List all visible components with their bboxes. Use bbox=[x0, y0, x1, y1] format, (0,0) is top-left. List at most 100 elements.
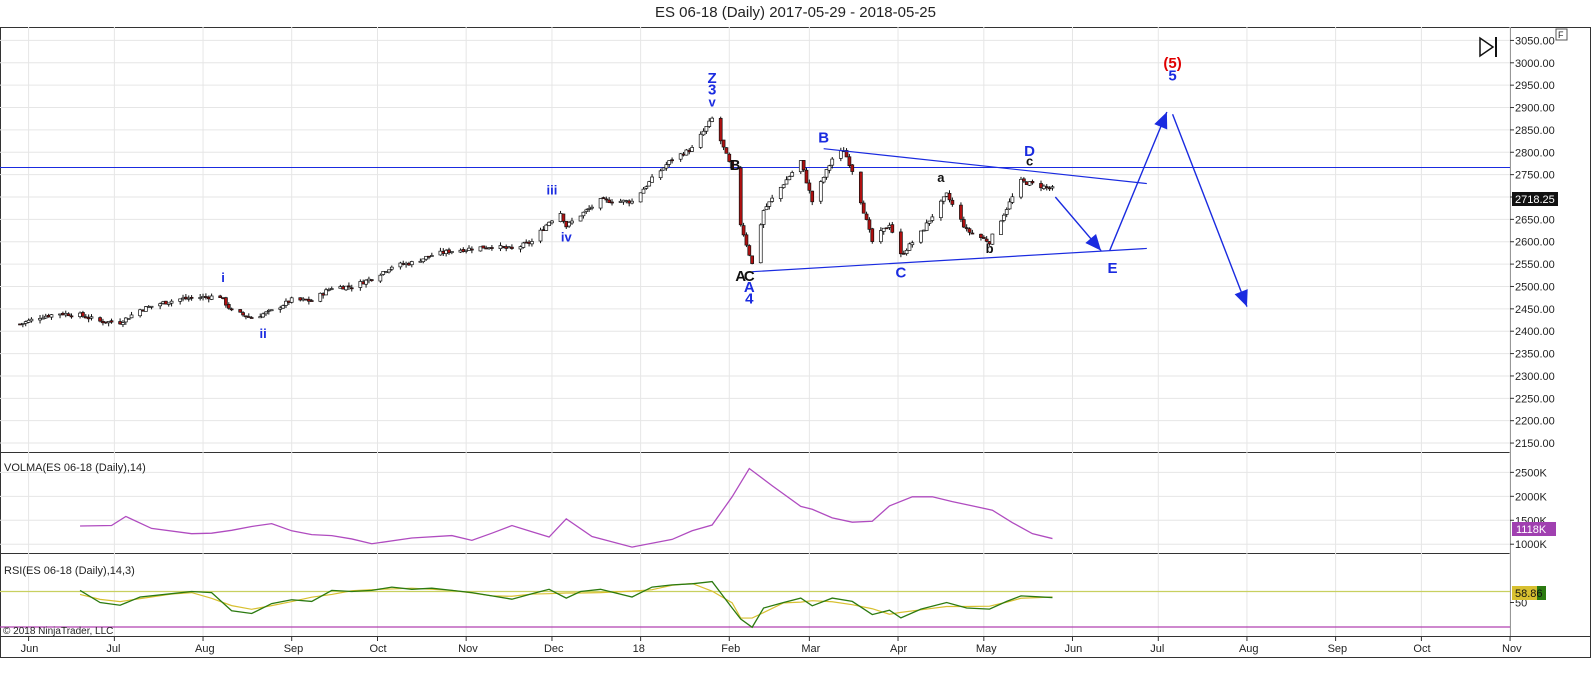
candle-body bbox=[738, 167, 743, 226]
x-tick-label: Nov bbox=[1502, 643, 1522, 655]
candle-body bbox=[584, 209, 589, 212]
candle-body bbox=[767, 201, 772, 207]
candle-body bbox=[644, 186, 649, 189]
projection-arrow-line bbox=[1109, 111, 1168, 251]
candle-body bbox=[344, 285, 348, 291]
candle-body bbox=[109, 320, 114, 323]
candle-body bbox=[358, 281, 363, 288]
candle-body bbox=[289, 297, 294, 303]
candle-body bbox=[281, 305, 285, 309]
candle-body bbox=[510, 246, 514, 249]
x-tick-label: Aug bbox=[195, 643, 215, 655]
candle-body bbox=[950, 199, 955, 205]
candle-body bbox=[607, 199, 612, 203]
candle-body bbox=[1030, 181, 1035, 184]
candle-body bbox=[870, 228, 875, 242]
candle-body bbox=[704, 126, 709, 132]
candle-body bbox=[490, 247, 494, 249]
candle-body bbox=[409, 261, 414, 266]
candle-body bbox=[690, 147, 694, 152]
x-tick-label: Sep bbox=[1328, 643, 1348, 655]
candle-body bbox=[598, 198, 603, 209]
volma-tag: 1118K bbox=[1512, 522, 1556, 536]
candle-body bbox=[604, 198, 609, 201]
candle-body bbox=[919, 230, 923, 243]
rsi-tick-label: 50 bbox=[1515, 598, 1527, 610]
candle-body bbox=[979, 233, 983, 238]
candle-body bbox=[261, 313, 265, 318]
candle-body bbox=[246, 316, 251, 318]
candle-body bbox=[224, 297, 228, 306]
corner-flag-box[interactable]: F bbox=[1555, 28, 1568, 41]
x-tick-label: Nov bbox=[458, 643, 478, 655]
x-tick-label: Jun bbox=[1064, 643, 1082, 655]
candle-body bbox=[830, 158, 835, 166]
candle-body bbox=[98, 317, 102, 322]
y-tick-label: 2650.00 bbox=[1515, 214, 1555, 226]
candle-body bbox=[329, 288, 334, 290]
candle-body bbox=[698, 133, 703, 148]
candle-body bbox=[904, 249, 909, 254]
candle-body bbox=[818, 181, 823, 202]
candle-body bbox=[844, 150, 849, 158]
candle-body bbox=[327, 289, 331, 291]
candle-body bbox=[678, 153, 683, 160]
candle-body bbox=[538, 229, 543, 242]
rsi-signal-line bbox=[79, 582, 1053, 619]
candle-body bbox=[847, 156, 852, 167]
candle-body bbox=[658, 170, 663, 179]
candle-body bbox=[758, 224, 763, 264]
candle-body bbox=[238, 309, 243, 313]
wave-label: C bbox=[895, 265, 906, 282]
candle-body bbox=[721, 139, 726, 148]
candle-body bbox=[209, 295, 214, 300]
candle-body bbox=[578, 215, 583, 222]
x-tick-label: Feb bbox=[721, 643, 740, 655]
candle-body bbox=[364, 279, 368, 285]
candle-body bbox=[264, 311, 268, 315]
candle-body bbox=[470, 248, 474, 251]
candle-body bbox=[189, 297, 194, 299]
candle-body bbox=[587, 208, 591, 210]
candle-body bbox=[804, 169, 809, 184]
x-tick-label: Aug bbox=[1239, 643, 1259, 655]
skip-to-end-icon[interactable] bbox=[1479, 36, 1497, 58]
candle-body bbox=[324, 289, 328, 296]
grid bbox=[0, 27, 1511, 636]
candle-body bbox=[1050, 186, 1055, 189]
wave-label: ii bbox=[259, 326, 266, 341]
candle-body bbox=[821, 177, 826, 183]
candle-body bbox=[450, 251, 454, 253]
y-tick-label: 3050.00 bbox=[1515, 35, 1555, 47]
candle-body bbox=[398, 262, 403, 268]
candle-body bbox=[959, 204, 963, 220]
wave-label: iii bbox=[547, 182, 558, 197]
candle-body bbox=[858, 171, 863, 204]
candle-body bbox=[884, 227, 889, 230]
candle-body bbox=[590, 206, 594, 209]
candle-body bbox=[347, 285, 351, 288]
candle-body bbox=[927, 220, 932, 224]
projection-arrow-head bbox=[1085, 233, 1102, 251]
candle-body bbox=[684, 149, 689, 156]
rsi-line bbox=[79, 580, 1053, 629]
wave-label: A bbox=[735, 268, 746, 285]
candle-body bbox=[787, 176, 792, 181]
candle-body bbox=[730, 160, 734, 169]
candle-body bbox=[881, 227, 886, 232]
candle-body bbox=[123, 317, 128, 323]
candle-body bbox=[41, 317, 45, 320]
candle-body bbox=[229, 308, 234, 311]
triangle-trendline bbox=[752, 247, 1147, 273]
candle-body bbox=[784, 179, 789, 185]
y-tick-label: 2900.00 bbox=[1515, 103, 1555, 115]
wave-label: b bbox=[986, 241, 994, 256]
candle-body bbox=[1039, 183, 1043, 189]
y-tick-label: 2950.00 bbox=[1515, 80, 1555, 92]
x-tick-label: Jul bbox=[106, 643, 120, 655]
candle-body bbox=[1027, 181, 1032, 186]
triangle-trendline bbox=[823, 148, 1147, 185]
y-tick-label: 2850.00 bbox=[1515, 125, 1555, 137]
